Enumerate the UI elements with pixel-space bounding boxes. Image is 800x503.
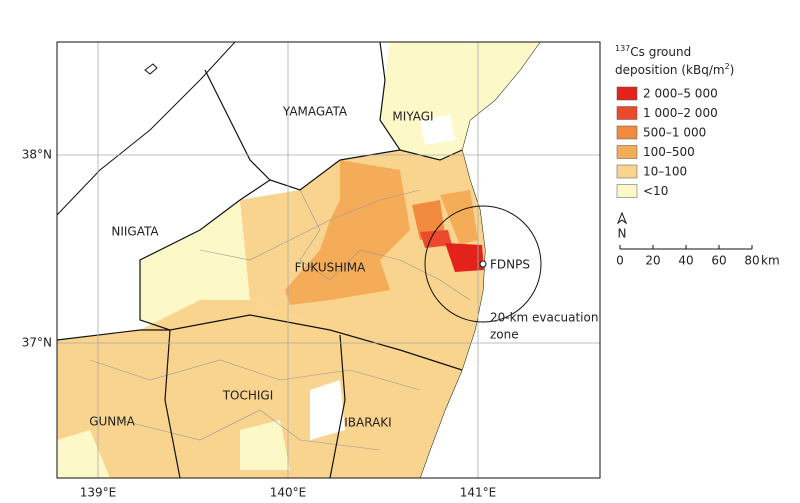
scale-label: 20 [645, 254, 660, 268]
region [57, 300, 462, 478]
municipal-border [299, 189, 471, 301]
legend-swatch [616, 164, 638, 179]
legend: 2 000–5 000 1 000–2 000 500–1 000 100–500 10… [616, 86, 718, 198]
region [420, 115, 455, 145]
municipal-border [199, 189, 421, 261]
prefecture-label: GUNMA [89, 415, 135, 429]
legend-swatch [616, 145, 638, 159]
legend-title: 137Cs ground [615, 44, 691, 59]
longitude-label: 141°E [460, 486, 497, 500]
region [445, 243, 484, 272]
legend-label: 2 000–5 000 [643, 87, 718, 101]
zone-label: 20-km evacuation [490, 311, 598, 325]
scale-label: 80 [744, 254, 759, 268]
legend-swatch [616, 125, 638, 140]
legend-label: 100–500 [643, 145, 695, 159]
plant-marker [479, 260, 487, 268]
map-body [57, 42, 600, 478]
prefecture-border [329, 334, 346, 478]
latitude-label: 38°N [22, 148, 52, 162]
prefecture-label: NIIGATA [111, 225, 159, 239]
region [140, 200, 250, 330]
scale-label: 40 [678, 254, 693, 268]
scale-bar: 0 20 40 60 80 km [616, 245, 780, 268]
region [57, 430, 110, 478]
region [310, 380, 345, 440]
prefecture-label: TOCHIGI [222, 389, 274, 403]
municipal-border [119, 409, 381, 451]
plant-label: FDNPS [490, 258, 530, 272]
map-frame [56, 41, 601, 479]
region [420, 230, 452, 248]
scale-unit: km [761, 254, 780, 268]
region [412, 200, 445, 240]
longitude-label: 140°E [270, 486, 307, 500]
region [380, 42, 540, 160]
region [240, 420, 290, 470]
scale-label: 0 [616, 254, 624, 268]
legend-label: <10 [643, 184, 668, 198]
legend-swatch [616, 86, 638, 101]
latitude-label: 37°N [22, 336, 52, 350]
prefecture-border [164, 329, 181, 478]
region [440, 190, 478, 245]
prefecture-border [139, 179, 271, 331]
evacuation-zone [424, 205, 542, 323]
prefecture-label: FUKUSHIMA [295, 261, 367, 275]
prefecture-border [379, 42, 401, 151]
legend-title: deposition (kBq/m2) [615, 62, 734, 77]
prefecture-label: YAMAGATA [282, 105, 348, 119]
zone-label: zone [490, 328, 519, 342]
municipal-border [89, 359, 421, 391]
north-label: N [618, 227, 627, 241]
legend-label: 10–100 [643, 165, 687, 179]
north-arrow [616, 211, 628, 225]
region [285, 160, 410, 305]
legend-swatch [616, 184, 638, 198]
legend-label: 1 000–2 000 [643, 106, 718, 120]
prefecture-border [204, 69, 341, 191]
prefecture-border [57, 314, 463, 371]
longitude-label: 139°E [80, 486, 117, 500]
prefecture-label: MIYAGI [392, 110, 433, 124]
prefecture-label: IBARAKI [344, 416, 391, 430]
island [144, 63, 158, 75]
legend-label: 500–1 000 [643, 126, 706, 140]
legend-swatch [616, 106, 638, 120]
scale-label: 60 [711, 254, 726, 268]
